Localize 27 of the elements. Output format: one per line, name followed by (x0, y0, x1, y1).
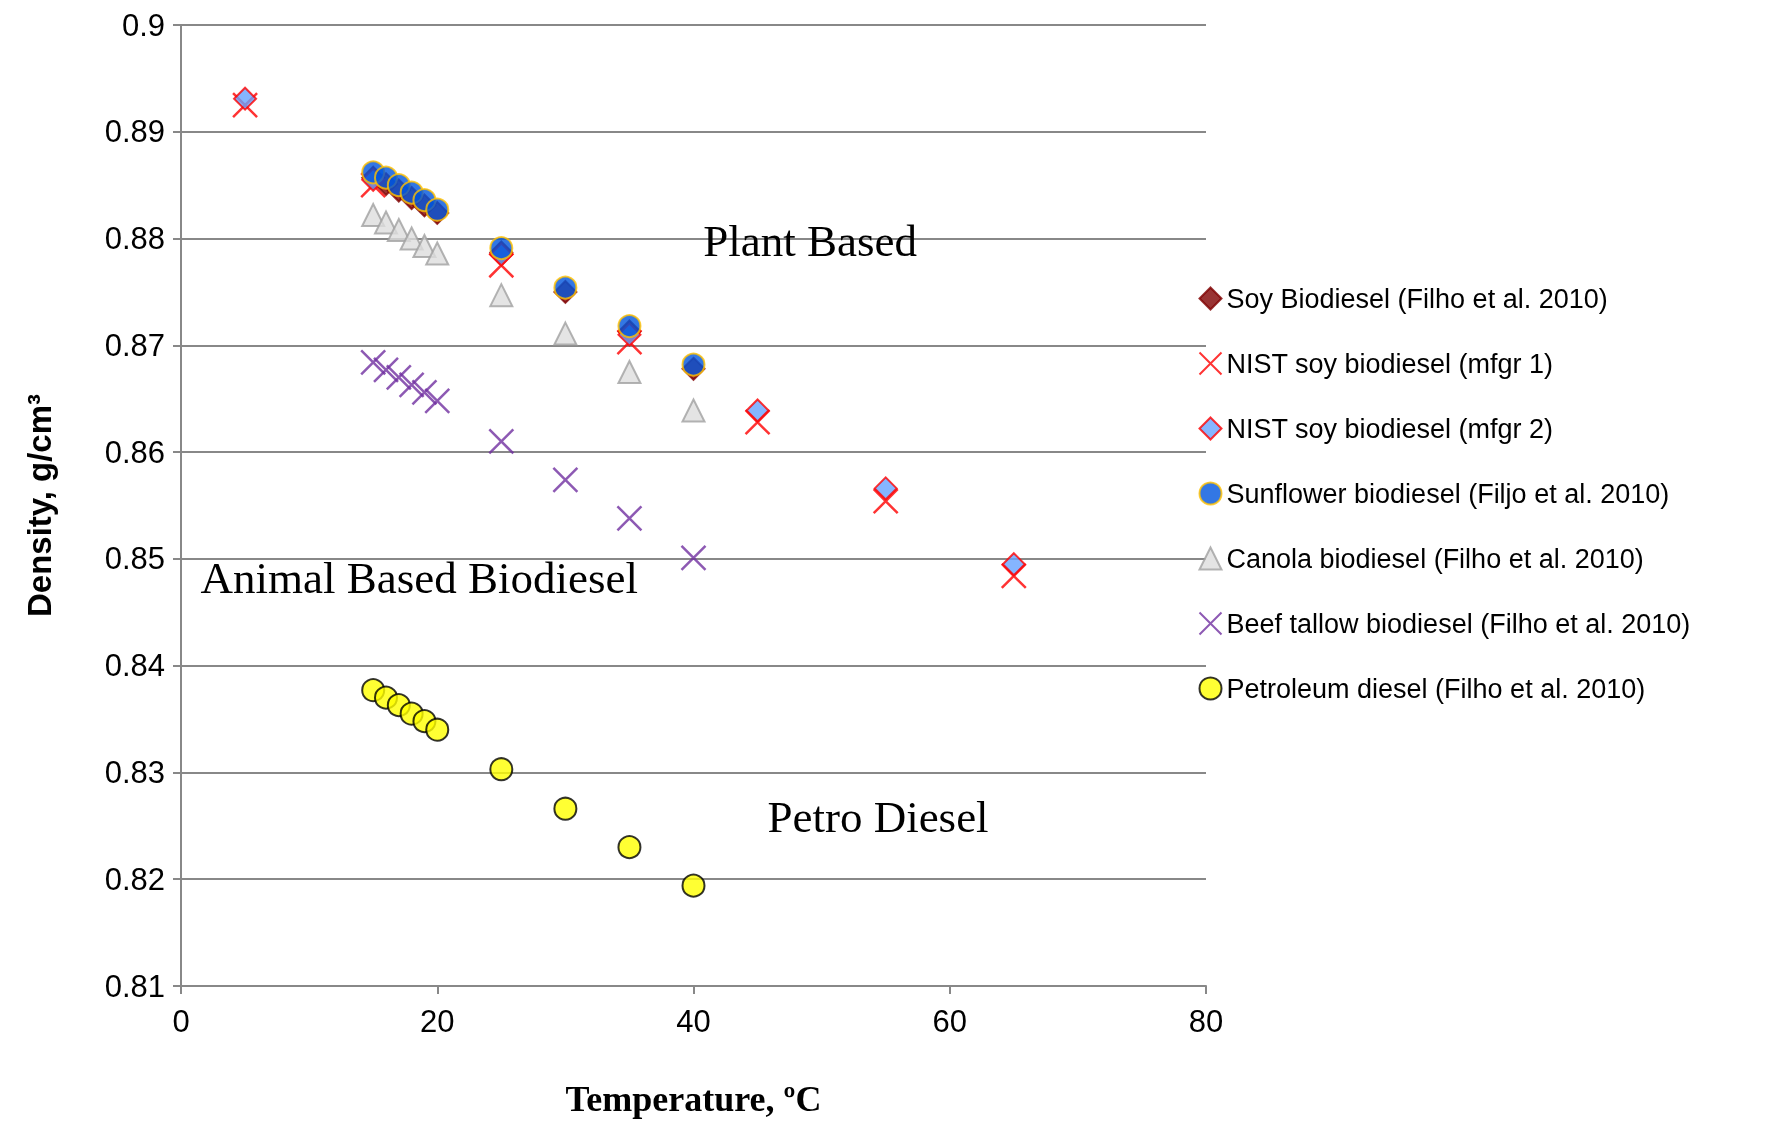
y-tick-label: 0.87 (104, 327, 165, 363)
legend-label: Sunflower biodiesel (Filjo et al. 2010) (1226, 478, 1670, 509)
y-axis-title: Density, g/cm³ (21, 393, 58, 618)
x-axis-title: Temperature, ºC (565, 1079, 822, 1119)
annotation: Plant Based (703, 215, 917, 266)
y-tick-label: 0.85 (104, 541, 165, 577)
annotation: Petro Diesel (767, 792, 989, 843)
x-tick-label: 20 (420, 1004, 455, 1039)
x-tick-label: 40 (676, 1004, 711, 1039)
y-tick-label: 0.86 (104, 434, 165, 470)
y-tick-label: 0.82 (104, 861, 165, 897)
y-tick-label: 0.84 (104, 648, 165, 684)
legend-label: NIST soy biodiesel (mfgr 1) (1226, 348, 1554, 379)
y-tick-label: 0.9 (121, 7, 165, 43)
legend-label: Canola biodiesel (Filho et al. 2010) (1226, 543, 1644, 574)
x-tick-label: 0 (172, 1004, 190, 1039)
legend-label: Beef tallow biodiesel (Filho et al. 2010) (1226, 608, 1691, 639)
x-tick-label: 60 (932, 1004, 967, 1039)
legend-label: Petroleum diesel (Filho et al. 2010) (1226, 673, 1646, 704)
x-tick-label: 80 (1188, 1004, 1224, 1039)
annotation: Animal Based Biodiesel (200, 553, 639, 604)
y-tick-label: 0.81 (104, 968, 165, 1004)
y-tick-label: 0.88 (104, 221, 165, 257)
legend-label: NIST soy biodiesel (mfgr 2) (1226, 413, 1554, 444)
y-tick-label: 0.89 (104, 114, 165, 150)
legend-label: Soy Biodiesel (Filho et al. 2010) (1226, 283, 1608, 314)
y-tick-label: 0.83 (104, 754, 165, 790)
